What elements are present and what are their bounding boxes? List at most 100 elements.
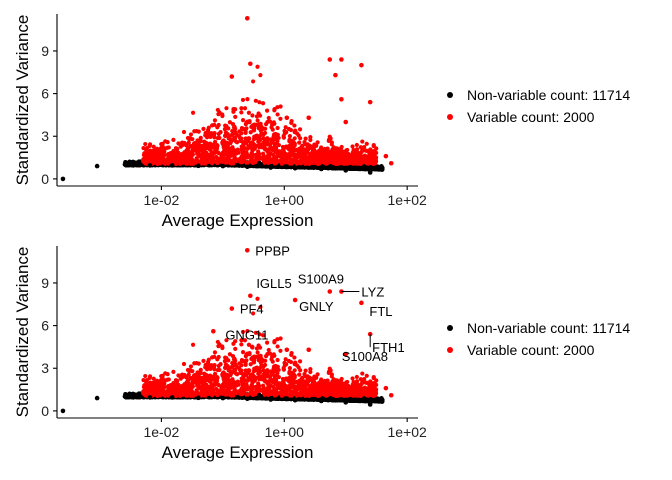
variable-cloud-point [154,152,159,157]
variable-cloud-point [343,154,348,160]
variable-cloud-point [281,135,286,140]
variable-cloud-point [303,136,308,141]
variable-cloud-point [275,125,280,131]
variable-point [333,72,338,78]
variable-point [174,146,180,152]
variable-cloud-point [184,161,189,166]
variable-cloud-point [260,101,266,106]
variable-cloud-point [196,142,202,147]
variable-point [359,62,364,68]
variable-cloud-point [364,141,369,146]
variable-cloud-point [282,128,287,133]
variable-cloud-point [351,148,356,153]
variable-cloud-point [214,143,220,148]
nonvariable-cloud-point [258,162,263,167]
variable-cloud-point [249,124,254,129]
variable-point [343,119,349,125]
variable-cloud-point [286,154,291,159]
nonvariable-point [147,163,153,168]
variable-cloud-point [215,107,220,113]
variable-cloud-point [239,110,244,115]
nonvariable-cloud-point [135,392,140,397]
variable-cloud-point [231,341,236,346]
legend-label: Variable count: 2000 [467,109,595,125]
variable-point [327,57,333,62]
variable-cloud-point [332,160,337,165]
variable-cloud-point [181,129,187,135]
nonvariable-cloud-point [355,166,360,171]
variable-cloud-point [220,140,225,145]
nonvariable-cloud-point [239,163,244,168]
variable-cloud-point [194,146,199,151]
nonvariable-cloud-point [328,164,333,169]
variable-cloud-point [221,151,227,157]
variable-cloud-point [352,153,357,158]
variable-point [339,57,344,62]
variable-cloud-point [286,126,292,132]
variable-cloud-point [264,147,269,152]
variable-cloud-point [271,134,276,139]
variable-cloud-point [281,160,286,165]
y-tick-label: 6 [41,86,49,102]
variable-cloud-point [327,159,332,164]
variable-cloud-point [308,137,313,143]
variable-point [372,160,378,166]
nonvariable-cloud-point [370,167,375,172]
variable-cloud-point [196,152,202,157]
y-tick-label: 0 [41,171,49,187]
variable-cloud-point [167,158,172,163]
variable-cloud-point [206,144,211,149]
variable-cloud-point [296,133,301,138]
variable-cloud-point [297,140,302,145]
variable-cloud-point [239,154,244,159]
nonvariable-cloud-point [349,398,355,404]
variable-cloud-point [296,160,301,165]
variable-cloud-point [360,139,365,144]
nonvariable-cloud-point [366,166,371,171]
variable-cloud-point [239,106,244,111]
variable-cloud-point [192,140,197,146]
variable-cloud-point [278,104,283,109]
nonvariable-cloud-point [262,396,267,401]
variable-cloud-point [219,156,224,161]
variable-cloud-point [204,135,210,140]
variable-cloud-point [264,108,270,113]
variable-cloud-point [268,159,273,164]
variable-cloud-point [251,159,256,165]
variable-cloud-point [206,159,211,164]
variable-cloud-point [214,154,219,160]
variable-point [248,61,253,67]
variable-cloud-point [245,119,250,124]
variable-point [284,115,290,121]
variable-cloud-point [171,137,176,142]
variable-cloud-point [201,153,207,159]
variable-cloud-point [275,154,280,159]
variable-cloud-point [226,142,231,147]
variable-cloud-point [255,118,260,123]
nonvariable-point [268,165,273,170]
variable-point [339,96,344,102]
variable-point [367,99,373,105]
variable-cloud-point [256,122,261,127]
variable-cloud-point [265,119,270,125]
nonvariable-cloud-point [125,162,130,168]
nonvariable-cloud-point [258,394,263,399]
variable-cloud-point [259,126,264,131]
variable-cloud-point [148,142,153,147]
variable-cloud-point [304,158,309,163]
variable-cloud-point [223,130,229,135]
variable-point [229,74,235,79]
variable-cloud-point [246,136,251,141]
x-tick-label: 1e+00 [265,192,305,208]
nonvariable-cloud-point [355,398,360,403]
variable-cloud-point [270,139,275,145]
variable-cloud-point [330,156,335,161]
variable-cloud-point [334,147,339,152]
variable-cloud-point [265,136,270,141]
nonvariable-point [94,163,100,169]
variable-cloud-point [332,151,337,156]
nonvariable-cloud-point [135,160,140,165]
variable-cloud-point [312,144,318,149]
variable-cloud-point [289,142,294,147]
